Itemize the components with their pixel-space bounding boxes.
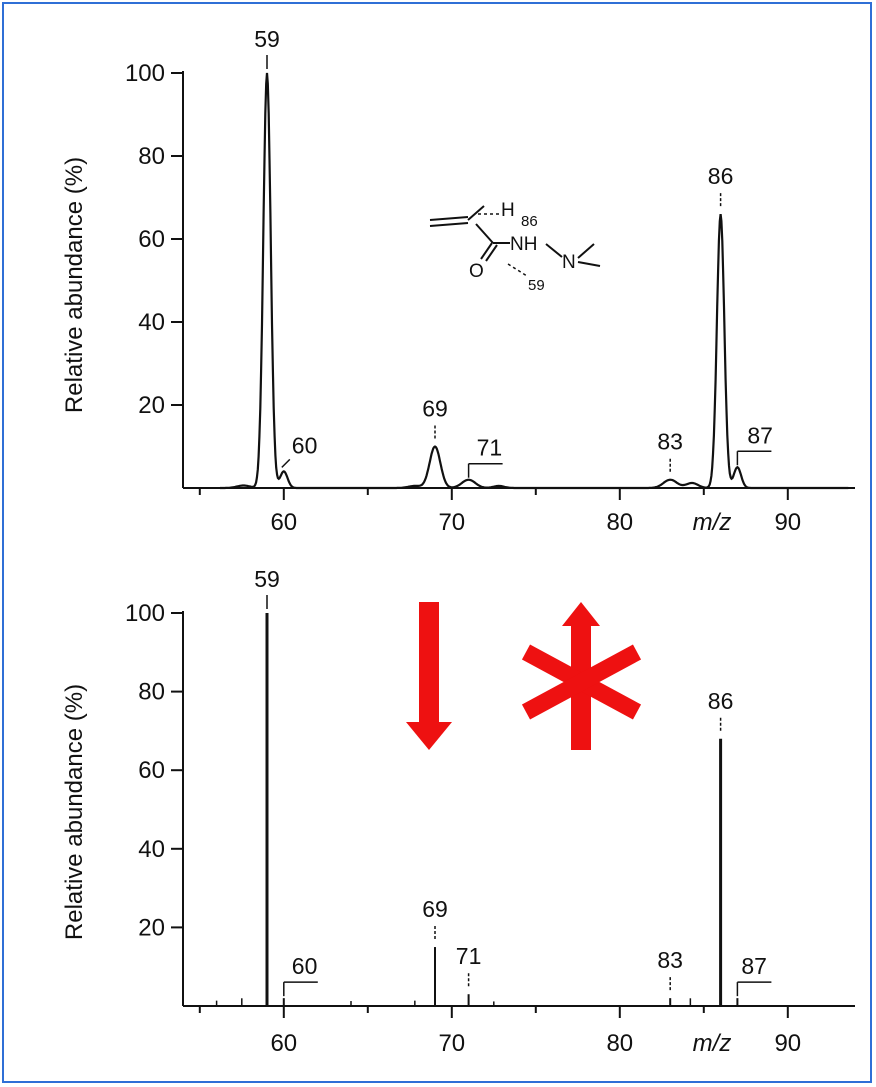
spectrum-profile-line <box>220 72 849 490</box>
vinyl-double-bond-line-2 <box>429 222 469 227</box>
bond-nh-n <box>545 243 563 258</box>
peak-label-87: 87 <box>741 953 767 979</box>
x-tick-label: 80 <box>606 1030 633 1057</box>
y-tick-label: 60 <box>138 757 165 784</box>
peak-label-83: 83 <box>657 429 683 455</box>
bond-vinyl-ch <box>467 205 485 221</box>
chemical-structure-diagram: H 86 NH N O 59 <box>429 200 601 294</box>
vinyl-double-bond-line-1 <box>429 216 469 221</box>
nh-atom-label: NH <box>510 234 537 255</box>
x-tick-label: 70 <box>438 1030 465 1057</box>
x-tick-label: 80 <box>606 509 633 536</box>
peak-leader-line <box>281 458 291 468</box>
peak-label-71: 71 <box>456 943 482 969</box>
n-atom-label: N <box>562 252 576 273</box>
peak-label-59: 59 <box>254 26 280 52</box>
y-tick-label: 40 <box>138 836 165 863</box>
y-tick-label: 80 <box>138 143 165 170</box>
x-axis-title: m/z <box>693 509 732 536</box>
bond-c-o-1 <box>480 242 493 260</box>
y-tick-label: 100 <box>125 60 165 87</box>
red-asterisk-icon <box>521 602 642 750</box>
x-tick-label: 60 <box>270 509 297 536</box>
h-atom-label: H <box>501 200 515 221</box>
peak-label-60: 60 <box>292 953 318 979</box>
x-axis-title: m/z <box>693 1030 732 1057</box>
y-tick-label: 20 <box>138 392 165 419</box>
o-atom-label: O <box>469 261 484 282</box>
y-axis-title: Relative abundance (%) <box>61 684 88 940</box>
peak-label-69: 69 <box>422 396 448 422</box>
y-tick-label: 40 <box>138 309 165 336</box>
peak-label-69: 69 <box>422 896 448 922</box>
x-tick-label: 90 <box>774 1030 801 1057</box>
h-mass-subscript: 86 <box>521 213 538 230</box>
x-tick-label: 90 <box>774 509 801 536</box>
y-tick-label: 20 <box>138 914 165 941</box>
peak-label-59: 59 <box>254 566 280 592</box>
peak-label-60: 60 <box>292 432 318 458</box>
fragment-59-subscript: 59 <box>528 277 545 294</box>
profile-spectrum-panel: 20 40 60 80 100 60 70 80 90 m/z Relative abundance… <box>61 26 855 536</box>
y-axis-title: Relative abundance (%) <box>61 157 88 413</box>
stick-spectrum-panel: 20 40 60 80 100 60 70 80 90 m/z Relative abundance… <box>61 566 855 1057</box>
peak-label-71: 71 <box>477 435 503 461</box>
bond-n-methyl-1 <box>577 243 595 259</box>
peak-label-86: 86 <box>708 163 734 189</box>
bond-alpha-carbonyl <box>475 223 494 244</box>
y-tick-label: 80 <box>138 679 165 706</box>
x-tick-label: 70 <box>438 509 465 536</box>
y-tick-label: 100 <box>125 600 165 627</box>
cleavage-dashed-line <box>507 263 528 277</box>
peak-label-87: 87 <box>747 422 773 448</box>
peak-label-83: 83 <box>657 947 683 973</box>
red-down-arrow-icon <box>406 602 452 750</box>
bond-c-o-2 <box>485 244 498 262</box>
peak-label-86: 86 <box>708 688 734 714</box>
bond-n-methyl-2 <box>577 261 601 267</box>
y-tick-label: 60 <box>138 226 165 253</box>
x-tick-label: 60 <box>270 1030 297 1057</box>
